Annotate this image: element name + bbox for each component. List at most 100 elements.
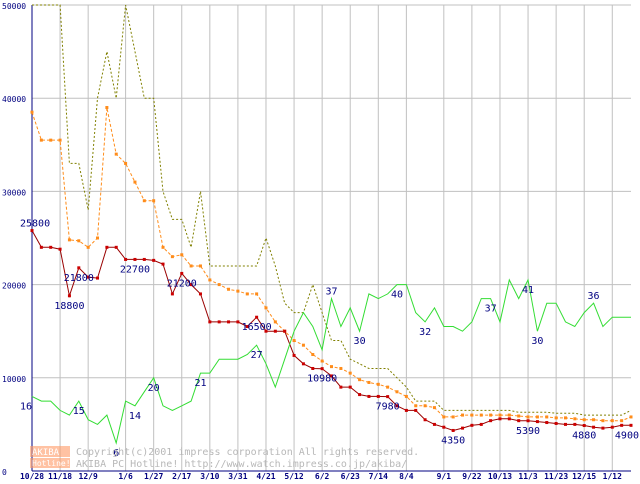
- price-avg-point-28: [292, 339, 296, 343]
- price-min-point-64: [629, 423, 633, 427]
- price-avg-point-15: [170, 255, 174, 259]
- price-min-point-7: [96, 276, 100, 280]
- price-avg-point-49: [489, 413, 493, 417]
- price-avg-point-17: [189, 264, 193, 268]
- data-label-21: 40: [391, 290, 403, 301]
- price-min-point-25: [264, 329, 268, 333]
- data-label-8: 4350: [441, 435, 465, 446]
- data-label-25: 30: [531, 336, 543, 347]
- price-min-point-48: [479, 422, 483, 426]
- watermark: AKIBA Hotline! Copyright(c)2001 impress …: [30, 446, 419, 470]
- price-min-point-57: [563, 422, 567, 426]
- price-avg-point-60: [592, 418, 596, 422]
- price-avg-point-14: [161, 245, 165, 249]
- price-avg-point-51: [507, 413, 511, 417]
- akiba-logo-top: AKIBA: [32, 448, 60, 458]
- price-min-point-62: [610, 425, 614, 429]
- shop-count-line: [31, 278, 631, 445]
- x-tick-label-9: 5/12: [284, 472, 303, 480]
- price-min-point-37: [376, 394, 380, 398]
- price-avg-point-46: [461, 413, 465, 417]
- price-avg-point-40: [404, 394, 408, 398]
- price-avg-point-41: [414, 404, 418, 408]
- x-tick-label-14: 9/1: [437, 472, 452, 480]
- data-label-1: 18800: [54, 301, 84, 312]
- price-avg-point-12: [142, 199, 146, 203]
- data-label-16: 20: [148, 383, 160, 394]
- price-min-point-8: [105, 245, 109, 249]
- price-avg-point-54: [535, 415, 539, 419]
- price-avg-point-44: [442, 415, 446, 419]
- price-avg-point-53: [526, 415, 530, 419]
- price-avg-point-34: [348, 371, 352, 375]
- price-avg-point-11: [133, 180, 137, 184]
- price-avg-point-4: [67, 238, 71, 242]
- price-min-point-35: [358, 393, 362, 397]
- price-min-point-19: [208, 320, 212, 324]
- data-label-23: 37: [485, 304, 497, 315]
- price-min-point-46: [461, 426, 465, 430]
- price-min-point-11: [133, 257, 137, 261]
- price-avg-point-2: [49, 138, 53, 142]
- price-min-point-6: [86, 275, 90, 279]
- price-avg-point-55: [545, 415, 549, 419]
- price-min-point-0: [30, 229, 34, 233]
- data-label-12: 16: [20, 401, 32, 412]
- price-avg-point-58: [573, 417, 577, 421]
- price-min-point-36: [367, 394, 371, 398]
- price-min-point-14: [161, 262, 165, 266]
- price-avg-point-29: [301, 343, 305, 347]
- series-group: [30, 4, 633, 445]
- price-min-point-51: [507, 417, 511, 421]
- price-min-point-5: [77, 266, 81, 270]
- hotline-url-text: AKIBA PC Hotline! http://www.watch.impre…: [76, 459, 407, 470]
- price-min-point-39: [395, 404, 399, 408]
- y-tick-label-3: 30000: [2, 188, 26, 197]
- x-tick-label-7: 3/31: [228, 472, 247, 480]
- data-labels: 25800 18800 21800 22700 21200 16500 10980 7980 4…: [20, 219, 639, 459]
- price-min-point-59: [582, 424, 586, 428]
- price-avg-point-10: [124, 161, 128, 165]
- price-min-point-29: [301, 362, 305, 366]
- price-min-point-2: [49, 245, 53, 249]
- data-label-7: 7980: [376, 402, 400, 413]
- price-min-point-32: [330, 374, 333, 378]
- price-min-point-3: [58, 247, 62, 251]
- data-label-4: 21200: [167, 278, 197, 289]
- price-min-point-63: [620, 423, 624, 427]
- price-avg-point-38: [386, 385, 390, 389]
- price-avg-point-5: [77, 239, 81, 243]
- akiba-logo-bottom: Hotline!: [32, 459, 71, 468]
- price-avg-point-61: [601, 419, 605, 423]
- data-label-24: 41: [522, 285, 534, 296]
- x-tick-label-2: 12/9: [79, 472, 98, 480]
- price-min-point-43: [432, 422, 436, 426]
- x-tick-label-6: 3/10: [200, 472, 219, 480]
- data-label-26: 36: [588, 291, 600, 302]
- price-avg-point-31: [320, 359, 324, 363]
- price-avg-point-8: [105, 106, 109, 110]
- data-label-9: 5390: [516, 426, 540, 437]
- price-avg-point-26: [273, 320, 277, 324]
- x-tick-label-13: 8/4: [399, 472, 414, 480]
- data-label-5: 16500: [242, 322, 272, 333]
- price-min-point-58: [573, 422, 577, 426]
- price-avg-point-59: [582, 418, 586, 422]
- price-min-point-27: [283, 329, 287, 333]
- price-avg-point-48: [479, 413, 483, 417]
- price-avg-point-63: [620, 419, 624, 423]
- x-tick-label-19: 12/15: [572, 472, 596, 480]
- y-tick-label-4: 40000: [2, 95, 26, 104]
- price-avg-point-33: [339, 366, 343, 370]
- price-avg-point-16: [180, 253, 184, 257]
- price-min-point-38: [386, 395, 390, 399]
- data-label-17: 21: [194, 378, 206, 389]
- x-tick-label-3: 1/6: [118, 472, 133, 480]
- price-min-point-26: [273, 329, 277, 333]
- price-avg-point-56: [554, 416, 558, 420]
- data-label-6: 10980: [307, 374, 337, 385]
- price-min-point-53: [526, 419, 530, 423]
- price-min-point-17: [189, 283, 193, 287]
- akiba-logo-bg: [30, 446, 70, 457]
